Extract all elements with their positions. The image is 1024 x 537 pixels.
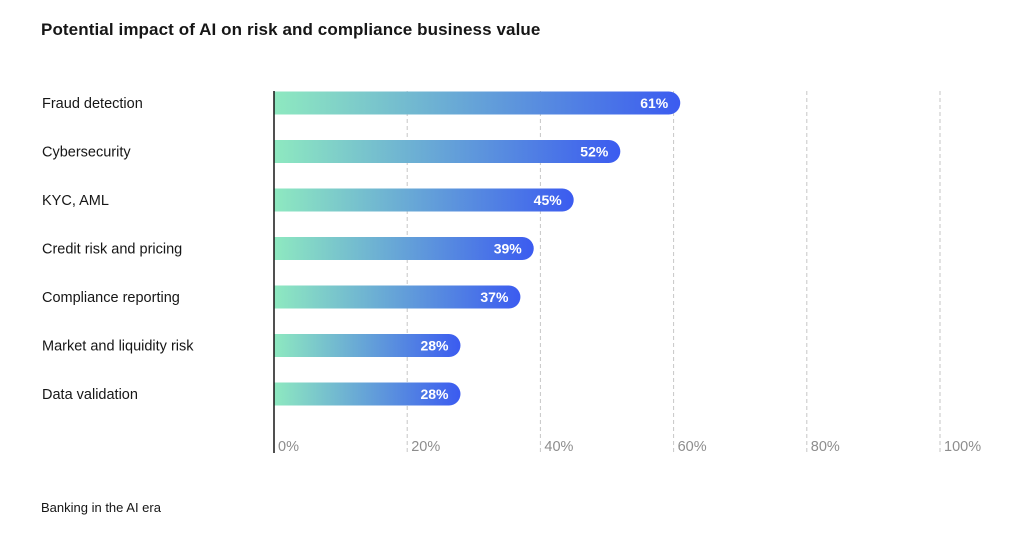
bar	[274, 140, 621, 163]
footer-source: Banking in the AI era	[41, 500, 161, 515]
bar	[274, 188, 574, 212]
x-axis-ticks: 0% 20% 40% 60% 80% 100%	[278, 439, 981, 455]
category-label: KYC, AML	[42, 193, 109, 209]
bar	[274, 237, 534, 260]
category-label: Fraud detection	[42, 96, 143, 112]
x-tick-label: 80%	[811, 439, 840, 455]
bar-value-label: 28%	[420, 386, 449, 402]
bar	[274, 382, 461, 406]
bar	[274, 91, 681, 115]
bar-value-label: 52%	[580, 144, 609, 160]
category-label: Market and liquidity risk	[42, 339, 194, 355]
category-label: Compliance reporting	[42, 290, 180, 306]
x-tick-label: 0%	[278, 439, 299, 455]
bar-value-label: 28%	[420, 338, 449, 354]
category-label: Credit risk and pricing	[42, 242, 182, 258]
x-tick-label: 60%	[678, 439, 707, 455]
bars: 61% 52% 45% 39% 37% 28% 28%	[274, 91, 681, 406]
bar-chart: 61% 52% 45% 39% 37% 28% 28% Fraud detection Cyb…	[42, 91, 981, 455]
bar-value-label: 61%	[640, 95, 669, 111]
bar-value-label: 45%	[534, 192, 563, 208]
x-tick-label: 20%	[411, 439, 440, 455]
chart-area: 61% 52% 45% 39% 37% 28% 28% Fraud detection Cyb…	[42, 91, 981, 455]
chart-title: Potential impact of AI on risk and compl…	[41, 20, 541, 39]
category-label: Cybersecurity	[42, 145, 131, 161]
category-labels: Fraud detection Cybersecurity KYC, AML Cred…	[42, 96, 194, 403]
x-tick-label: 100%	[944, 439, 981, 455]
bar-value-label: 39%	[494, 241, 523, 257]
bar	[274, 334, 461, 357]
category-label: Data validation	[42, 387, 138, 403]
bar-value-label: 37%	[480, 289, 509, 305]
x-tick-label: 40%	[544, 439, 573, 455]
bar	[274, 285, 521, 309]
